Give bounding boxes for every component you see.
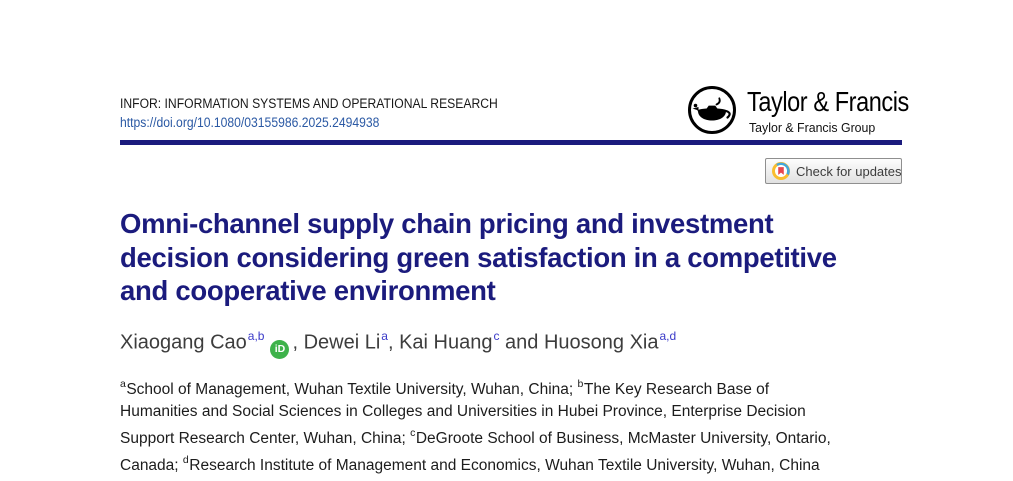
affiliation-line: aSchool of Management, Wuhan Textile Uni… — [120, 374, 831, 401]
affiliation-text: Canada; — [120, 457, 183, 475]
affiliation-line: Canada; dResearch Institute of Managemen… — [120, 450, 831, 477]
affiliation-superscript: c — [410, 427, 416, 440]
title-line-3: and cooperative environment — [120, 275, 496, 306]
author-text: , Dewei Li — [292, 331, 381, 354]
author-line: Xiaogang Caoa,b iD, Dewei Lia, Kai Huangc… — [120, 329, 677, 359]
affiliation-line: Support Research Center, Wuhan, China; c… — [120, 423, 831, 450]
header-rule — [120, 140, 902, 145]
affiliation-line: Humanities and Social Sciences in Colleg… — [120, 401, 831, 423]
affiliation-superscript: d — [182, 454, 189, 467]
affiliation-text: DeGroote School of Business, McMaster Un… — [415, 430, 831, 448]
affiliation-superscript: a — [120, 378, 126, 390]
affiliation-superscript: b — [577, 378, 584, 390]
publisher-group-text: Taylor & Francis Group — [749, 120, 876, 135]
check-for-updates-label: Check for updates — [796, 163, 902, 179]
article-title: Omni-channel supply chain pricing and in… — [120, 207, 837, 308]
affiliation-text: Support Research Center, Wuhan, China; — [120, 430, 411, 448]
affiliation-text: Humanities and Social Sciences in Colleg… — [120, 403, 806, 421]
author-superscript: a,d — [659, 329, 677, 343]
taylor-francis-lamp-icon — [686, 86, 738, 140]
affiliation-text: The Key Research Base of — [583, 381, 770, 399]
author-superscript: a — [381, 329, 388, 343]
affiliations: aSchool of Management, Wuhan Textile Uni… — [120, 374, 831, 477]
orcid-icon[interactable]: iD — [270, 339, 290, 359]
author-text: , Kai Huang — [387, 331, 493, 354]
publisher-logo — [686, 84, 738, 136]
title-line-1: Omni-channel supply chain pricing and in… — [120, 208, 774, 239]
author-text: and Huosong Xia — [499, 331, 659, 354]
crossmark-icon — [772, 162, 790, 180]
journal-title: INFOR: INFORMATION SYSTEMS AND OPERATION… — [120, 96, 498, 111]
check-for-updates-button[interactable]: Check for updates — [765, 158, 902, 184]
author-superscript: a,b — [247, 329, 265, 343]
affiliation-text: School of Management, Wuhan Textile Univ… — [126, 381, 578, 399]
affiliation-text: Research Institute of Management and Eco… — [189, 457, 820, 475]
doi-link[interactable]: https://doi.org/10.1080/03155986.2025.24… — [120, 115, 380, 130]
title-line-2: decision considering green satisfaction … — [120, 241, 837, 273]
author-superscript: c — [493, 329, 500, 343]
author-text: Xiaogang Cao — [120, 331, 247, 354]
publisher-wordmark: Taylor & Francis — [747, 86, 909, 117]
